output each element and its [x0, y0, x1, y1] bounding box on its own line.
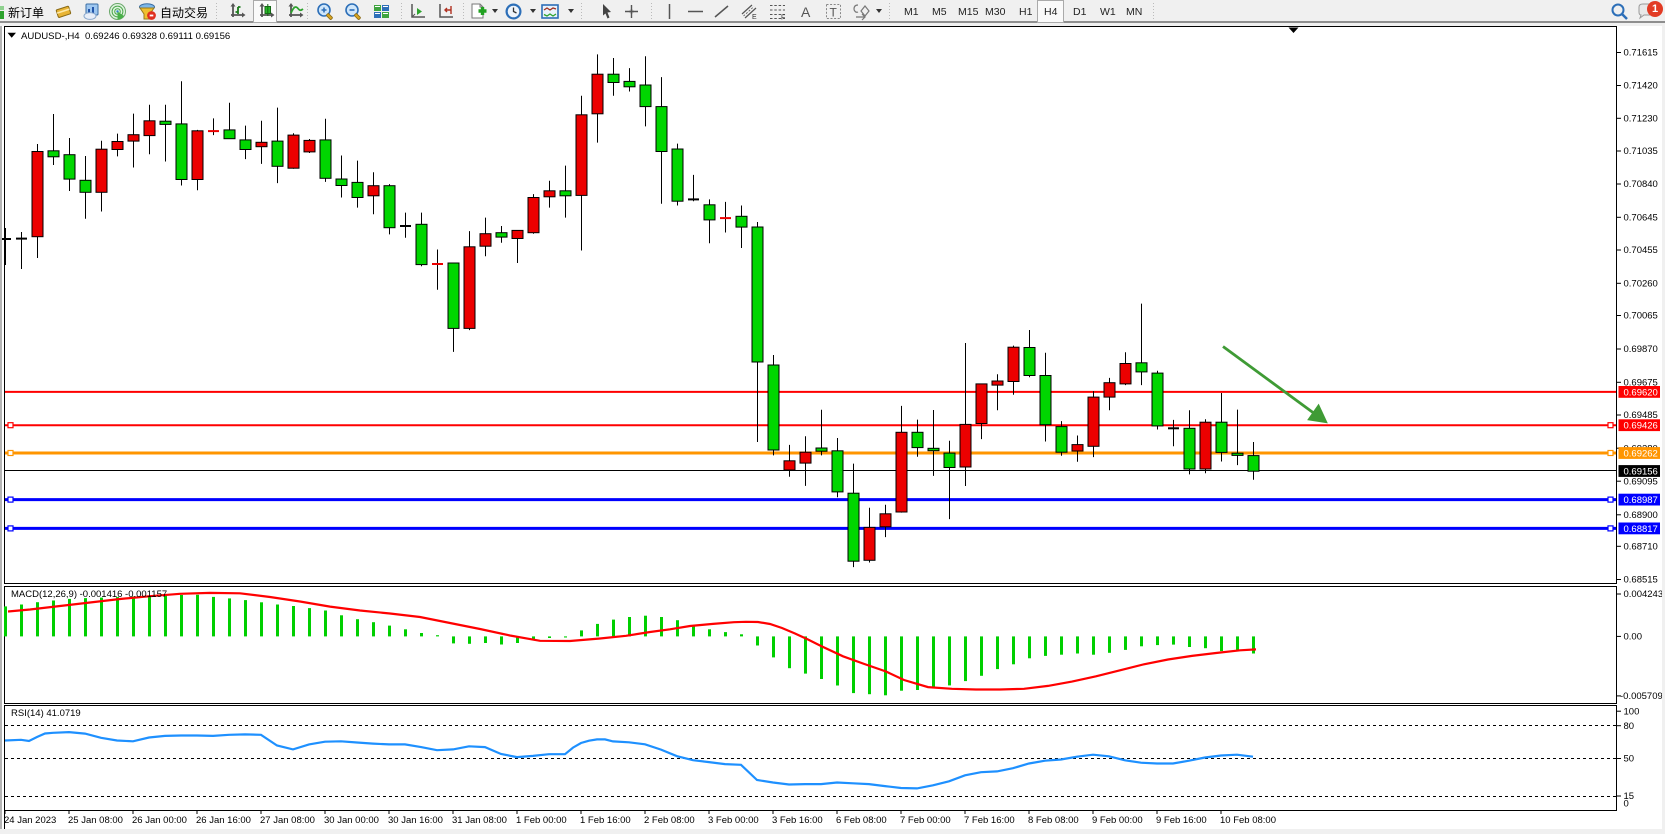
svg-text:1 Feb 00:00: 1 Feb 00:00 — [516, 815, 567, 826]
svg-text:AUDUSD-,H4 0.69246 0.69328 0.: AUDUSD-,H4 0.69246 0.69328 0.69111 0.691… — [21, 31, 230, 42]
svg-text:0.69870: 0.69870 — [1624, 344, 1658, 355]
svg-text:A: A — [801, 4, 811, 20]
svg-text:0: 0 — [1624, 799, 1629, 810]
svg-text:3 Feb 00:00: 3 Feb 00:00 — [708, 815, 759, 826]
svg-text:50: 50 — [1624, 754, 1635, 765]
svg-text:0.68817: 0.68817 — [1624, 524, 1658, 535]
svg-text:0.71230: 0.71230 — [1624, 114, 1658, 125]
svg-text:24 Jan 2023: 24 Jan 2023 — [4, 815, 56, 826]
svg-text:0.70645: 0.70645 — [1624, 213, 1658, 224]
svg-text:30 Jan 16:00: 30 Jan 16:00 — [388, 815, 443, 826]
svg-text:27 Jan 08:00: 27 Jan 08:00 — [260, 815, 315, 826]
svg-text:26 Jan 00:00: 26 Jan 00:00 — [132, 815, 187, 826]
svg-text:0.71615: 0.71615 — [1624, 48, 1658, 59]
svg-text:25 Jan 08:00: 25 Jan 08:00 — [68, 815, 123, 826]
svg-text:0.69675: 0.69675 — [1624, 378, 1658, 389]
svg-text:2 Feb 08:00: 2 Feb 08:00 — [644, 815, 695, 826]
svg-text:0.71420: 0.71420 — [1624, 81, 1658, 92]
svg-text:-0.005709: -0.005709 — [1620, 691, 1663, 702]
svg-text:E: E — [752, 14, 757, 21]
svg-text:31 Jan 08:00: 31 Jan 08:00 — [452, 815, 507, 826]
svg-text:0.70260: 0.70260 — [1624, 279, 1658, 290]
svg-text:26 Jan 16:00: 26 Jan 16:00 — [196, 815, 251, 826]
svg-text:F: F — [781, 15, 785, 22]
svg-text:15: 15 — [1624, 791, 1635, 802]
svg-text:0.69485: 0.69485 — [1624, 410, 1658, 421]
svg-text:0.69095: 0.69095 — [1624, 476, 1658, 487]
svg-text:0.68710: 0.68710 — [1624, 542, 1658, 553]
svg-text:0.00: 0.00 — [1624, 632, 1643, 643]
svg-text:3 Feb 16:00: 3 Feb 16:00 — [772, 815, 823, 826]
svg-text:0.004243: 0.004243 — [1624, 589, 1664, 600]
svg-text:0.71035: 0.71035 — [1624, 146, 1658, 157]
svg-text:T: T — [830, 6, 838, 20]
svg-text:0.70840: 0.70840 — [1624, 179, 1658, 190]
svg-text:0.69426: 0.69426 — [1624, 421, 1658, 432]
svg-text:9 Feb 16:00: 9 Feb 16:00 — [1156, 815, 1207, 826]
svg-text:1 Feb 16:00: 1 Feb 16:00 — [580, 815, 631, 826]
svg-text:30 Jan 00:00: 30 Jan 00:00 — [324, 815, 379, 826]
svg-text:9 Feb 00:00: 9 Feb 00:00 — [1092, 815, 1143, 826]
svg-text:0.68515: 0.68515 — [1624, 575, 1658, 586]
svg-text:RSI(14) 41.0719: RSI(14) 41.0719 — [11, 708, 81, 719]
svg-text:MACD(12,26,9) -0.001416 -0.001: MACD(12,26,9) -0.001416 -0.001157 — [11, 589, 167, 600]
svg-text:0.69156: 0.69156 — [1624, 466, 1658, 477]
svg-text:0.68987: 0.68987 — [1624, 495, 1658, 506]
svg-text:8 Feb 08:00: 8 Feb 08:00 — [1028, 815, 1079, 826]
svg-text:6 Feb 08:00: 6 Feb 08:00 — [836, 815, 887, 826]
svg-text:7 Feb 00:00: 7 Feb 00:00 — [900, 815, 951, 826]
svg-text:0.69620: 0.69620 — [1624, 387, 1658, 398]
svg-text:7 Feb 16:00: 7 Feb 16:00 — [964, 815, 1015, 826]
svg-text:80: 80 — [1624, 721, 1635, 732]
svg-text:0.70065: 0.70065 — [1624, 311, 1658, 322]
svg-text:10 Feb 08:00: 10 Feb 08:00 — [1220, 815, 1276, 826]
svg-text:100: 100 — [1624, 706, 1640, 717]
svg-text:0.69262: 0.69262 — [1624, 448, 1658, 459]
svg-text:0.68900: 0.68900 — [1624, 510, 1658, 521]
svg-text:0.70455: 0.70455 — [1624, 245, 1658, 256]
